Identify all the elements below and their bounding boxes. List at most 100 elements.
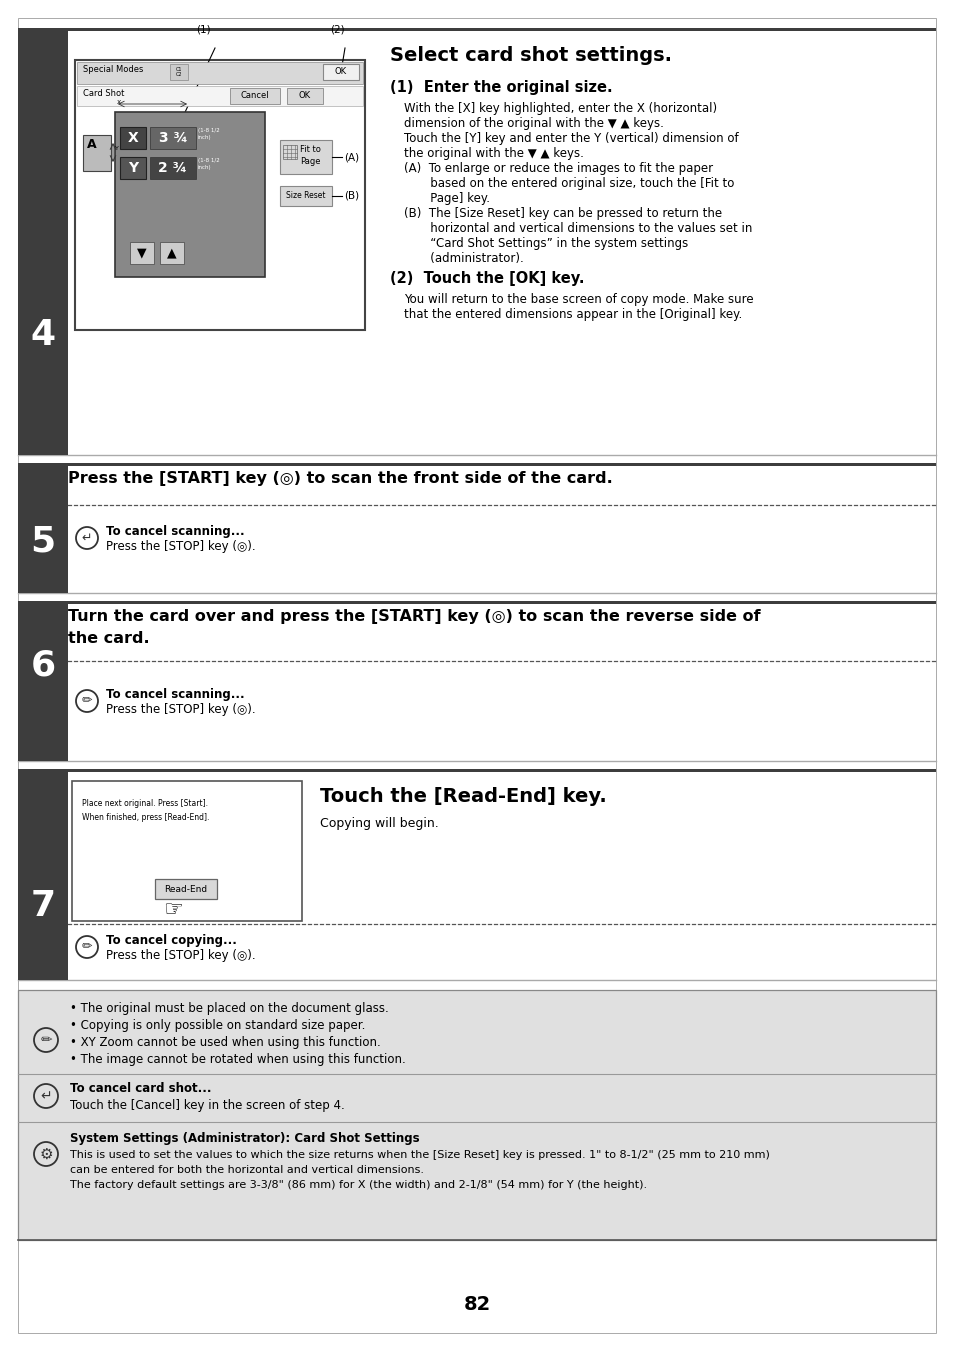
Text: 3 ¾: 3 ¾ (158, 131, 187, 145)
Text: C1
C2: C1 C2 (175, 66, 182, 77)
Bar (18, 990, 935, 1240)
Text: This is used to set the values to which the size returns when the [Size Reset] k: This is used to set the values to which … (70, 1150, 769, 1161)
Text: 5: 5 (30, 524, 55, 558)
Text: X: X (117, 100, 121, 105)
Text: ▲: ▲ (167, 246, 176, 259)
Text: Size Reset: Size Reset (286, 192, 325, 200)
Text: • The original must be placed on the document glass.: • The original must be placed on the doc… (70, 1002, 388, 1015)
Text: Press the [STOP] key (◎).: Press the [STOP] key (◎). (106, 703, 255, 716)
Text: the original with the ▼ ▲ keys.: the original with the ▼ ▲ keys. (403, 147, 583, 159)
Text: “Card Shot Settings” in the system settings: “Card Shot Settings” in the system setti… (403, 236, 687, 250)
Text: • The image cannot be rotated when using this function.: • The image cannot be rotated when using… (70, 1052, 405, 1066)
Text: Press the [STOP] key (◎).: Press the [STOP] key (◎). (106, 948, 255, 962)
Text: OK: OK (335, 68, 347, 77)
Bar (18, 769, 935, 771)
Text: horizontal and vertical dimensions to the values set in: horizontal and vertical dimensions to th… (403, 222, 752, 235)
Text: Y: Y (115, 146, 119, 151)
Text: ▼: ▼ (137, 246, 147, 259)
Text: based on the entered original size, touch the [Fit to: based on the entered original size, touc… (403, 177, 734, 190)
Text: (A): (A) (344, 153, 358, 162)
Text: System Settings (Administrator): Card Shot Settings: System Settings (Administrator): Card Sh… (70, 1132, 419, 1146)
Text: (B)  The [Size Reset] key can be pressed to return the: (B) The [Size Reset] key can be pressed … (403, 207, 721, 220)
Text: inch): inch) (198, 135, 212, 141)
Text: the card.: the card. (68, 631, 150, 646)
Text: (2)  Touch the [OK] key.: (2) Touch the [OK] key. (390, 272, 584, 286)
Text: (administrator).: (administrator). (403, 253, 523, 265)
Bar (154, 880, 216, 898)
Text: • Copying is only possible on standard size paper.: • Copying is only possible on standard s… (70, 1019, 365, 1032)
Bar (160, 242, 184, 263)
Bar (130, 242, 153, 263)
Text: (1-8 1/2: (1-8 1/2 (198, 128, 219, 132)
Text: The factory default settings are 3-3/8" (86 mm) for X (the width) and 2-1/8" (54: The factory default settings are 3-3/8" … (70, 1179, 646, 1190)
Bar (170, 63, 188, 80)
Text: Page] key.: Page] key. (403, 192, 490, 205)
Bar (115, 112, 265, 277)
Text: Touch the [Cancel] key in the screen of step 4.: Touch the [Cancel] key in the screen of … (70, 1098, 344, 1112)
Text: (2): (2) (330, 24, 344, 34)
Text: 7: 7 (30, 889, 55, 923)
Bar (150, 157, 195, 178)
Text: can be entered for both the horizontal and vertical dimensions.: can be entered for both the horizontal a… (70, 1165, 423, 1175)
Bar (71, 781, 302, 921)
Text: Touch the [Read-End] key.: Touch the [Read-End] key. (319, 788, 606, 807)
Bar (18, 601, 68, 761)
Bar (230, 88, 280, 104)
Text: inch): inch) (198, 165, 212, 170)
Text: Copying will begin.: Copying will begin. (319, 817, 438, 830)
Bar (18, 28, 68, 455)
Text: ☞: ☞ (163, 900, 183, 920)
Text: ✏: ✏ (82, 940, 92, 954)
Text: Special Modes: Special Modes (83, 65, 143, 74)
Text: Card Shot: Card Shot (83, 89, 124, 99)
Text: To cancel copying...: To cancel copying... (106, 934, 236, 947)
Text: With the [X] key highlighted, enter the X (horizontal): With the [X] key highlighted, enter the … (403, 101, 717, 115)
Text: ↵: ↵ (82, 531, 92, 544)
Text: ⚙: ⚙ (39, 1147, 52, 1162)
Text: (1)  Enter the original size.: (1) Enter the original size. (390, 80, 612, 95)
Text: Y: Y (128, 161, 138, 176)
Bar (18, 463, 68, 593)
Text: Fit to: Fit to (299, 146, 320, 154)
Text: Turn the card over and press the [START] key (◎) to scan the reverse side of: Turn the card over and press the [START]… (68, 609, 760, 624)
Bar (75, 59, 365, 330)
Bar (83, 135, 111, 172)
Bar (18, 28, 935, 31)
Text: 6: 6 (30, 648, 55, 682)
Text: Select card shot settings.: Select card shot settings. (390, 46, 671, 65)
Text: 82: 82 (463, 1296, 490, 1315)
Bar (77, 62, 363, 84)
Text: 2 ¾: 2 ¾ (158, 161, 188, 176)
Bar (120, 127, 146, 149)
Text: OK: OK (298, 92, 311, 100)
Text: X: X (128, 131, 138, 145)
Bar (287, 88, 323, 104)
Text: Touch the [Y] key and enter the Y (vertical) dimension of: Touch the [Y] key and enter the Y (verti… (403, 132, 738, 145)
Text: Press the [START] key (◎) to scan the front side of the card.: Press the [START] key (◎) to scan the fr… (68, 471, 612, 486)
Text: Place next original. Press [Start].: Place next original. Press [Start]. (82, 798, 208, 808)
Bar (280, 141, 332, 174)
Text: To cancel scanning...: To cancel scanning... (106, 526, 244, 538)
Text: ✏: ✏ (82, 694, 92, 708)
Text: Press the [STOP] key (◎).: Press the [STOP] key (◎). (106, 540, 255, 553)
Text: When finished, press [Read-End].: When finished, press [Read-End]. (82, 813, 209, 821)
Text: (A)  To enlarge or reduce the images to fit the paper: (A) To enlarge or reduce the images to f… (403, 162, 713, 176)
Text: You will return to the base screen of copy mode. Make sure: You will return to the base screen of co… (403, 293, 753, 305)
Text: dimension of the original with the ▼ ▲ keys.: dimension of the original with the ▼ ▲ k… (403, 118, 663, 130)
Text: (1-8 1/2: (1-8 1/2 (198, 158, 219, 163)
Bar (283, 145, 296, 159)
Text: ✏: ✏ (40, 1034, 51, 1047)
Text: To cancel card shot...: To cancel card shot... (70, 1082, 212, 1096)
Text: Read-End: Read-End (164, 885, 208, 893)
Bar (18, 463, 935, 466)
Bar (18, 601, 935, 604)
Text: that the entered dimensions appear in the [Original] key.: that the entered dimensions appear in th… (403, 308, 741, 322)
Text: (B): (B) (344, 190, 358, 201)
Bar (150, 127, 195, 149)
Text: Cancel: Cancel (240, 92, 269, 100)
Text: To cancel scanning...: To cancel scanning... (106, 688, 244, 701)
Bar (323, 63, 358, 80)
Text: 4: 4 (30, 319, 55, 353)
Bar (77, 86, 363, 105)
Text: A: A (87, 138, 96, 151)
